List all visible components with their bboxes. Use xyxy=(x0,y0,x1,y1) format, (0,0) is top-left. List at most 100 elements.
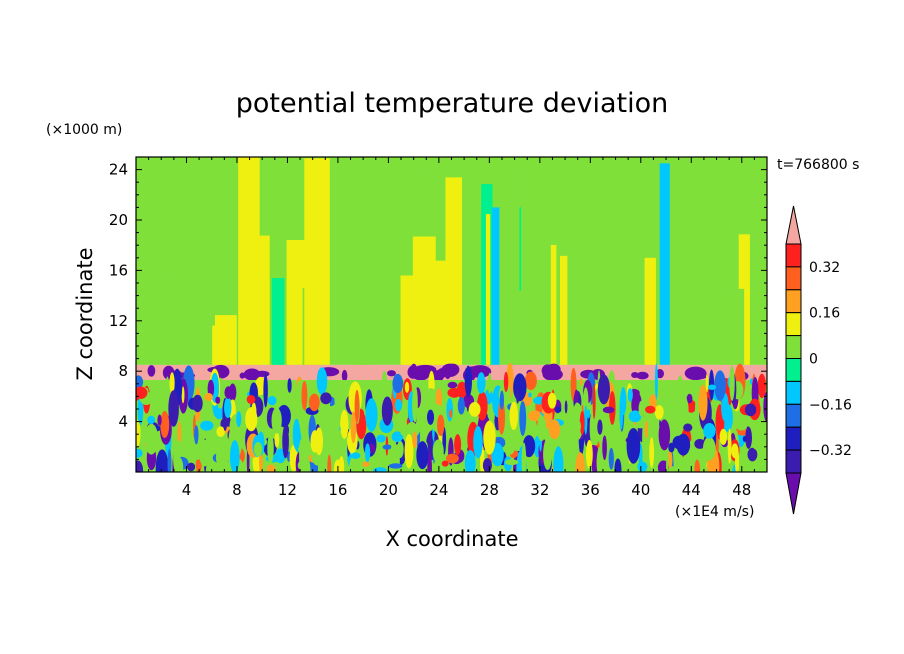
turbulence-cell xyxy=(381,370,388,390)
turbulence-cell xyxy=(292,418,301,451)
turbulence-cell xyxy=(200,420,214,431)
turbulence-cell xyxy=(372,467,387,472)
turbulence-cell xyxy=(668,442,675,453)
x-tick-label: 24 xyxy=(429,481,448,499)
turbulence-cell xyxy=(274,431,280,448)
colorbar-box xyxy=(785,312,802,337)
turbulence-cell xyxy=(215,446,229,469)
band-spot xyxy=(437,368,447,379)
streak xyxy=(423,260,448,365)
turbulence-cell xyxy=(316,367,328,395)
turbulence-cell xyxy=(707,384,717,390)
turbulence-cell xyxy=(751,432,765,451)
turbulence-cell xyxy=(136,375,144,389)
turbulence-cell xyxy=(548,419,561,440)
turbulence-cell xyxy=(747,447,758,462)
turbulence-cell xyxy=(676,433,691,456)
colorbar-box xyxy=(785,289,802,314)
turbulence-cell xyxy=(253,441,263,457)
turbulence-cell xyxy=(524,371,537,391)
turbulence-cell xyxy=(267,395,277,406)
turbulence-cell xyxy=(735,420,748,431)
band-spot xyxy=(416,366,432,373)
turbulence-cell xyxy=(310,430,320,453)
y-tick-label: 4 xyxy=(118,413,128,431)
turbulence-cell xyxy=(160,410,170,439)
y-tick-label: 12 xyxy=(109,312,128,330)
colorbar: 0.32 0.16 0 −0.16 −0.32 xyxy=(785,205,852,515)
y-tick-label: 16 xyxy=(109,261,128,279)
turbulence-cell xyxy=(583,387,589,416)
turbulence-cell xyxy=(498,399,506,435)
x-tick-label: 28 xyxy=(480,481,499,499)
turbulence-cell xyxy=(627,388,633,402)
turbulence-cell xyxy=(412,385,418,423)
turbulence-cell xyxy=(181,386,185,404)
turbulence-cell xyxy=(364,443,371,463)
colorbar-box xyxy=(785,243,802,268)
turbulence-cell xyxy=(166,376,169,387)
band-spot xyxy=(243,368,261,381)
turbulence-cell xyxy=(580,377,583,387)
turbulence-cell xyxy=(628,410,642,423)
colorbar-label: 0 xyxy=(809,352,818,368)
streak xyxy=(505,172,520,365)
turbulence-cell xyxy=(642,454,648,464)
turbulence-cell xyxy=(446,398,454,422)
colorbar-box xyxy=(785,335,802,360)
turbulence-cell xyxy=(719,428,728,446)
turbulence-cell xyxy=(416,441,429,470)
x-unit-label: (×1E4 m/s) xyxy=(675,504,754,520)
turbulence-cell xyxy=(569,438,577,472)
turbulence-cell xyxy=(645,405,656,414)
turbulence-cell xyxy=(576,420,581,432)
turbulence-cell xyxy=(245,407,258,432)
turbulence-cell xyxy=(637,461,648,472)
y-tick-label: 20 xyxy=(109,211,128,229)
turbulence-cell xyxy=(695,396,698,425)
turbulence-cell xyxy=(229,440,240,472)
turbulence-cell xyxy=(432,439,444,464)
turbulence-cell xyxy=(340,409,349,439)
colorbar-label: −0.32 xyxy=(809,443,852,459)
turbulence-cell xyxy=(447,387,461,398)
streak xyxy=(400,275,417,365)
turbulence-cell xyxy=(483,420,496,455)
turbulence-cell xyxy=(689,440,694,448)
turbulence-cell xyxy=(194,425,199,445)
turbulence-cell xyxy=(412,431,418,449)
band-spot xyxy=(636,371,649,380)
turbulence-cell xyxy=(608,447,614,470)
turbulence-cell xyxy=(331,433,342,457)
y-unit-label: (×1000 m) xyxy=(46,122,122,138)
band-spot xyxy=(684,366,707,381)
band-spot xyxy=(469,369,480,378)
turbulence-cell xyxy=(350,452,361,459)
colorbar-label: −0.16 xyxy=(809,397,852,413)
turbulence-cell xyxy=(686,393,693,404)
turbulence-cell xyxy=(592,383,596,420)
turbulence-cell xyxy=(424,399,428,432)
turbulence-cell xyxy=(271,407,282,434)
turbulence-cell xyxy=(666,451,669,472)
turbulence-cell xyxy=(299,438,304,472)
turbulence-cell xyxy=(381,396,393,426)
turbulence-cell xyxy=(365,398,378,432)
turbulence-cell xyxy=(282,424,289,459)
streak xyxy=(271,277,285,365)
band-spot xyxy=(410,363,417,375)
turbulence-cell xyxy=(626,427,641,464)
turbulence-cell xyxy=(144,423,159,455)
turbulence-cell xyxy=(584,405,588,435)
turbulence-cell xyxy=(547,392,557,409)
turbulence-cell xyxy=(267,433,274,464)
turbulence-cell xyxy=(449,409,453,419)
turbulence-cell xyxy=(259,451,263,472)
turbulence-cell xyxy=(654,363,658,400)
turbulence-cell xyxy=(505,423,517,455)
turbulence-cell xyxy=(491,442,504,467)
turbulence-cell xyxy=(564,400,568,414)
turbulence-cell xyxy=(694,438,706,449)
turbulence-cell xyxy=(287,378,292,393)
